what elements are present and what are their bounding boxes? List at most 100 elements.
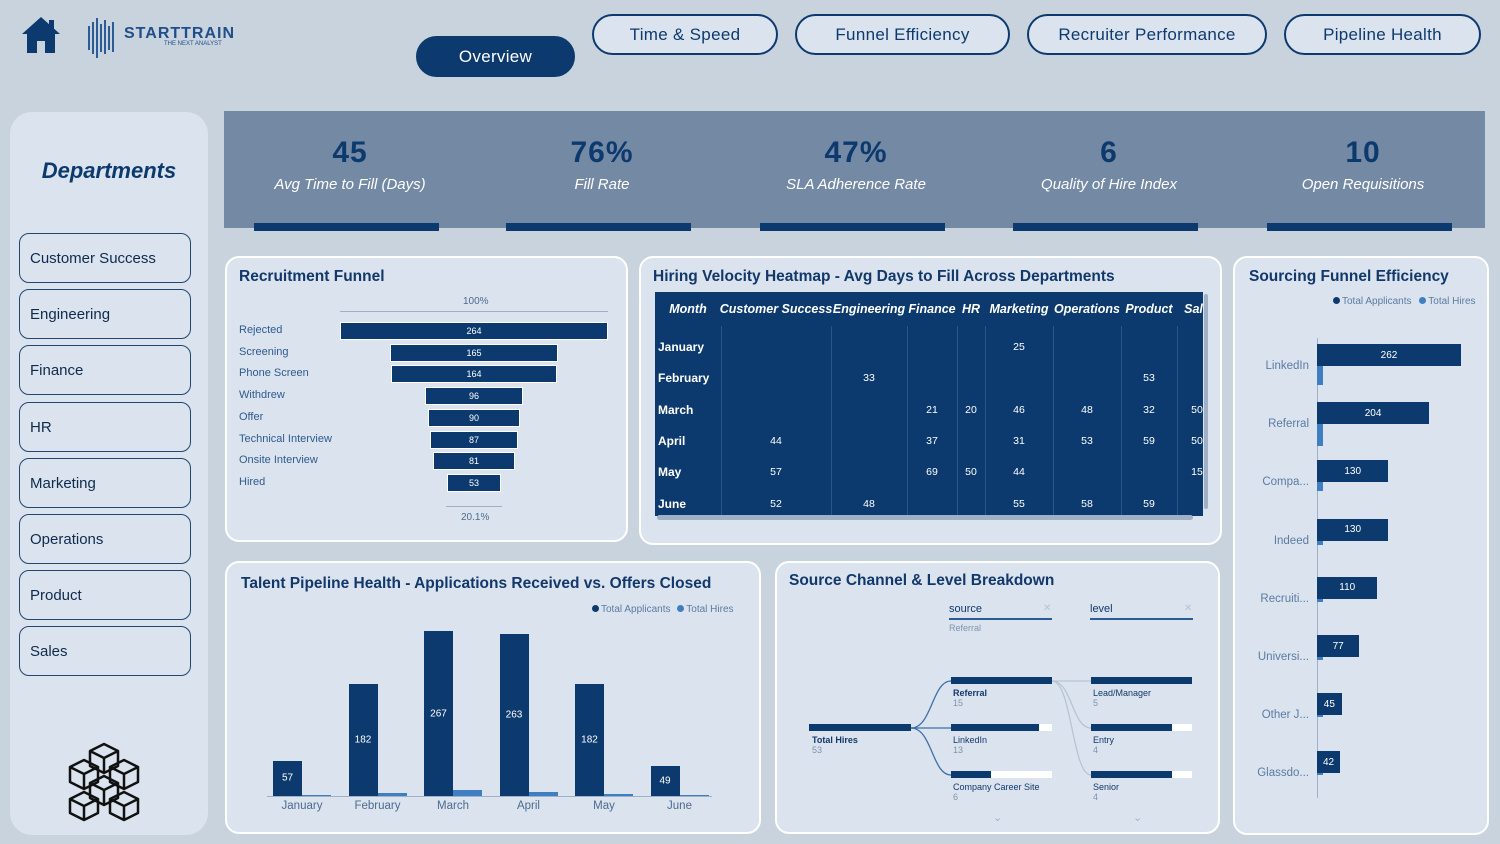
level-column-header[interactable]: level (1090, 603, 1113, 615)
heatmap-cell[interactable]: 20 (965, 403, 977, 416)
funnel-bar[interactable]: 81 (432, 452, 516, 471)
heatmap-cell[interactable]: 48 (863, 497, 875, 510)
pipeline-applicants-bar[interactable]: 263 (499, 633, 529, 796)
funnel-bar[interactable]: 87 (429, 430, 519, 449)
dept-button-customer-success[interactable]: Customer Success (19, 233, 191, 283)
heatmap-cell[interactable]: 58 (1081, 497, 1093, 510)
sourcing-applicants-bar[interactable]: 262 (1317, 344, 1461, 366)
source-node-bar[interactable] (951, 724, 1039, 731)
expand-level-chevron-icon[interactable]: ⌄ (1133, 812, 1143, 824)
dept-button-finance[interactable]: Finance (19, 345, 191, 395)
heatmap-grid[interactable]: Month Customer Success Engineering Finance H… (655, 292, 1203, 516)
heatmap-cell[interactable]: 52 (770, 497, 782, 510)
heatmap-column-header[interactable]: Month (669, 302, 707, 316)
expand-source-chevron-icon[interactable]: ⌄ (993, 812, 1003, 824)
funnel-bar[interactable]: 264 (340, 322, 608, 340)
sourcing-hires-bar[interactable] (1317, 540, 1323, 545)
heatmap-column-header[interactable]: HR (961, 302, 981, 316)
source-column-close-icon[interactable]: ✕ (1043, 603, 1052, 614)
heatmap-cell[interactable]: 15 (1191, 466, 1203, 479)
heatmap-cell[interactable]: 57 (770, 466, 782, 479)
heatmap-cell[interactable]: 69 (926, 466, 938, 479)
heatmap-cell[interactable]: 37 (926, 434, 938, 447)
heatmap-cell[interactable]: 53 (1143, 372, 1155, 385)
heatmap-cell[interactable]: 50 (965, 466, 977, 479)
dept-button-hr[interactable]: HR (19, 402, 191, 452)
heatmap-cell[interactable]: 46 (1013, 403, 1025, 416)
sourcing-hires-bar[interactable] (1317, 482, 1323, 492)
heatmap-cell[interactable]: 55 (1013, 497, 1025, 510)
sourcing-applicants-bar[interactable]: 130 (1317, 460, 1389, 483)
tab-recruiter-performance[interactable]: Recruiter Performance (1027, 14, 1267, 55)
heatmap-cell[interactable]: 53 (1081, 434, 1093, 447)
source-column-header[interactable]: source (949, 603, 983, 615)
pipeline-hires-bar[interactable] (377, 792, 407, 796)
sourcing-hires-bar[interactable] (1317, 715, 1323, 718)
home-icon[interactable] (20, 14, 62, 56)
dept-button-marketing[interactable]: Marketing (19, 458, 191, 508)
source-node-bar[interactable] (951, 677, 1052, 684)
heatmap-hscrollbar[interactable] (657, 515, 1193, 520)
heatmap-cell[interactable]: 48 (1081, 403, 1093, 416)
dept-button-product[interactable]: Product (19, 570, 191, 620)
sourcing-applicants-bar[interactable]: 77 (1317, 635, 1360, 657)
pipeline-applicants-bar[interactable]: 267 (424, 631, 453, 796)
sourcing-applicants-bar[interactable]: 204 (1317, 402, 1430, 425)
sourcing-applicants-bar[interactable]: 42 (1317, 751, 1341, 774)
heatmap-vscrollbar[interactable] (1204, 294, 1208, 509)
heatmap-cell[interactable]: 44 (1013, 466, 1025, 479)
heatmap-column-header[interactable]: Sale (1184, 302, 1203, 316)
heatmap-column-header[interactable]: Marketing (989, 302, 1049, 316)
heatmap-cell[interactable]: 33 (863, 372, 875, 385)
level-node-bar[interactable] (1091, 677, 1192, 684)
heatmap-cell[interactable]: 59 (1143, 434, 1155, 447)
sourcing-applicants-bar[interactable]: 45 (1317, 693, 1342, 716)
pipeline-applicants-bar[interactable]: 57 (273, 760, 302, 796)
funnel-bar[interactable]: 165 (390, 343, 558, 362)
tab-funnel-efficiency[interactable]: Funnel Efficiency (795, 14, 1010, 55)
pipeline-hires-bar[interactable] (453, 790, 482, 796)
heatmap-cell[interactable]: 50 (1191, 403, 1203, 416)
heatmap-column-header[interactable]: Product (1125, 302, 1173, 316)
heatmap-column-header[interactable]: Finance (908, 302, 956, 316)
funnel-bar[interactable]: 164 (390, 365, 558, 384)
pipeline-hires-bar[interactable] (679, 795, 709, 796)
pipeline-applicants-bar[interactable]: 49 (650, 765, 680, 796)
pipeline-hires-bar[interactable] (302, 795, 331, 796)
sourcing-hires-bar[interactable] (1317, 657, 1323, 660)
funnel-bar[interactable]: 96 (425, 387, 523, 406)
pipeline-hires-bar[interactable] (528, 791, 558, 796)
pipeline-hires-bar[interactable] (604, 793, 633, 796)
heatmap-cell[interactable]: 25 (1013, 341, 1025, 353)
tab-overview[interactable]: Overview (416, 36, 575, 77)
heatmap-column-header[interactable]: Operations (1054, 302, 1120, 316)
heatmap-column-header[interactable]: Customer Success (719, 302, 833, 316)
pipeline-applicants-bar[interactable]: 182 (348, 683, 378, 796)
sourcing-applicants-bar[interactable]: 110 (1317, 576, 1378, 599)
source-node-bar[interactable] (951, 771, 991, 778)
dept-button-engineering[interactable]: Engineering (19, 289, 191, 339)
tab-pipeline-health[interactable]: Pipeline Health (1284, 14, 1481, 55)
heatmap-cell[interactable]: 50 (1191, 434, 1203, 447)
funnel-bar[interactable]: 90 (428, 408, 520, 427)
decomp-root-bar[interactable] (809, 724, 911, 731)
heatmap-cell[interactable]: 59 (1143, 497, 1155, 510)
level-column-close-icon[interactable]: ✕ (1184, 603, 1193, 614)
heatmap-cell[interactable]: 21 (926, 403, 938, 416)
level-node-bar[interactable] (1091, 771, 1172, 778)
sourcing-hires-bar[interactable] (1317, 598, 1323, 602)
dept-button-sales[interactable]: Sales (19, 626, 191, 676)
heatmap-cell[interactable]: 31 (1013, 434, 1025, 447)
dept-button-operations[interactable]: Operations (19, 514, 191, 564)
heatmap-cell[interactable]: 32 (1143, 403, 1155, 416)
funnel-bar[interactable]: 53 (447, 473, 501, 492)
heatmap-column-header[interactable]: Engineering (832, 302, 906, 316)
tab-time-speed[interactable]: Time & Speed (592, 14, 778, 55)
sourcing-hires-bar[interactable] (1317, 773, 1323, 776)
sourcing-hires-bar[interactable] (1317, 366, 1323, 386)
heatmap-cell[interactable]: 44 (770, 434, 782, 447)
pipeline-applicants-bar[interactable]: 182 (575, 683, 604, 796)
level-node-bar[interactable] (1091, 724, 1172, 731)
sourcing-applicants-bar[interactable]: 130 (1317, 518, 1389, 541)
sourcing-hires-bar[interactable] (1317, 424, 1323, 447)
